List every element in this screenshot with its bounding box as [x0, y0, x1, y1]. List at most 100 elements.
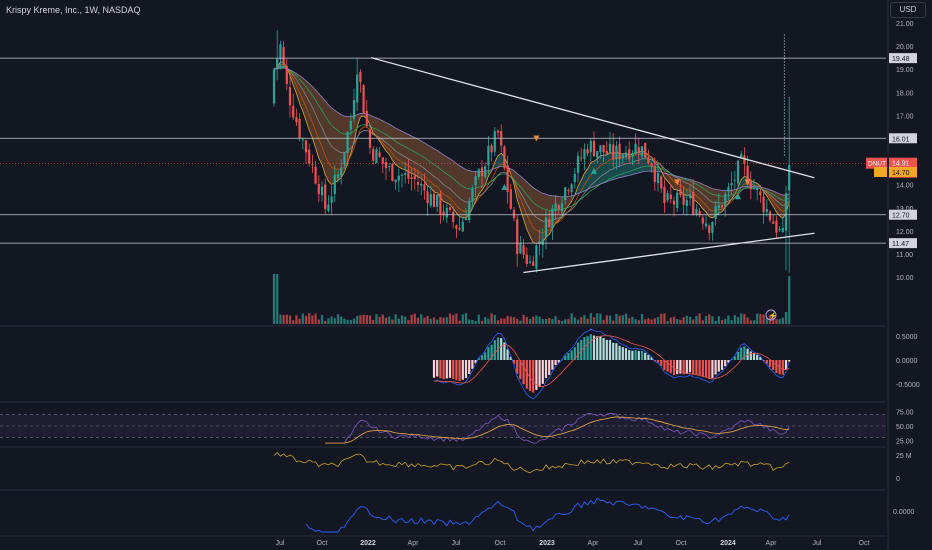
macd-bar: [663, 360, 666, 371]
volume-bar: [551, 318, 554, 324]
ema-ribbon-segment: [312, 86, 316, 148]
macd-bar: [644, 352, 647, 360]
macd-bar: [724, 360, 727, 367]
candle-body: [404, 173, 407, 175]
volume-bar: [631, 316, 634, 324]
macd-bar: [554, 360, 557, 365]
macd-bar: [775, 360, 778, 373]
macd-bar: [480, 355, 484, 360]
candle-body: [471, 188, 474, 202]
volume-bar: [471, 320, 474, 324]
candle-body: [426, 191, 429, 204]
candle-body: [663, 186, 666, 204]
volume-bar: [372, 319, 375, 324]
macd-bar: [484, 352, 487, 360]
volume-bar: [746, 317, 749, 324]
candle-body: [365, 110, 368, 127]
oscillator-axis-tick: 0.0000: [893, 509, 915, 516]
candle-body: [736, 160, 740, 184]
candle-body: [605, 150, 608, 154]
symbol-tag: DNUT: [868, 161, 886, 168]
candle-body: [522, 245, 525, 255]
candle-body: [580, 157, 583, 159]
volume-bar: [727, 315, 730, 324]
level-label-bg: [889, 209, 917, 220]
candle-body: [279, 44, 282, 60]
ema-ribbon-segment: [459, 165, 463, 218]
candle-body: [304, 140, 308, 153]
volume-bar: [759, 314, 762, 324]
candle-body: [554, 203, 557, 212]
candle-body: [570, 184, 573, 193]
candle-body: [567, 190, 570, 192]
ema-ribbon-segment: [306, 80, 310, 131]
volume-bar: [564, 319, 567, 324]
ema-ribbon-segment: [456, 163, 460, 217]
macd-bar: [519, 360, 522, 380]
macd-bar: [570, 350, 573, 360]
currency-button[interactable]: USD: [890, 2, 926, 18]
rsi-line: [325, 413, 790, 444]
volume-bar: [413, 313, 416, 324]
macd-bar: [522, 360, 525, 385]
time-axis-tick: Jul: [813, 540, 822, 547]
ema-ribbon-segment: [494, 155, 498, 169]
macd-bar: [512, 360, 516, 364]
volume-bar: [493, 314, 496, 324]
volume-bar: [528, 319, 532, 324]
ema-ribbon-segment: [706, 185, 710, 217]
candle-body: [397, 175, 400, 181]
time-axis-tick: Apr: [588, 540, 600, 547]
macd-bar: [740, 347, 743, 360]
candle-body: [704, 223, 708, 227]
volume-bar: [586, 318, 589, 324]
candle-body: [762, 196, 765, 213]
candle-body: [525, 254, 528, 264]
volume-bar: [314, 313, 317, 324]
volume-bar: [525, 317, 528, 324]
candle-body: [775, 220, 778, 233]
volume-bar: [320, 314, 324, 324]
macd-bar: [538, 360, 541, 387]
macd-bar: [788, 360, 791, 362]
ema-ribbon-segment: [728, 190, 732, 204]
macd-bar: [711, 360, 714, 378]
time-axis-tick: Oct: [676, 540, 687, 547]
ema-ribbon-segment: [434, 148, 438, 193]
volume-bar: [615, 313, 618, 324]
candle-body: [317, 184, 320, 195]
macd-bar: [669, 360, 672, 374]
candle-body: [788, 165, 791, 191]
ema-ribbon-segment: [418, 139, 422, 179]
ema-ribbon-segment: [334, 110, 338, 183]
ema-ribbon-segment: [635, 152, 639, 174]
candle-body: [448, 207, 452, 211]
volume-axis-tick: 25 M: [896, 453, 912, 460]
volume-bar: [311, 315, 314, 324]
volume-bar: [762, 314, 765, 324]
macd-axis-tick: 0.0000: [896, 358, 918, 365]
candle-body: [436, 194, 439, 208]
macd-bar: [583, 337, 586, 360]
time-axis-tick: Oct: [495, 540, 506, 547]
volume-bar: [640, 314, 644, 324]
volume-bar: [624, 313, 628, 324]
candle-body: [551, 208, 554, 228]
volume-bar: [730, 320, 733, 324]
ema-ribbon-segment: [328, 104, 332, 185]
macd-bar: [544, 360, 548, 379]
volume-bar: [720, 319, 724, 324]
candle-body: [644, 142, 647, 158]
time-axis-tick: Oct: [317, 540, 328, 547]
ema-ribbon-segment: [702, 184, 706, 213]
macd-bar: [727, 360, 730, 363]
macd-bar: [759, 357, 762, 360]
candle-body: [695, 209, 698, 215]
rsi-axis-tick: 25.00: [896, 438, 914, 445]
candle-body: [423, 184, 426, 191]
price-axis-tick: 13.00: [896, 206, 914, 213]
macd-bar: [452, 360, 455, 379]
volume-bar: [336, 314, 340, 324]
candle-body: [756, 187, 759, 190]
